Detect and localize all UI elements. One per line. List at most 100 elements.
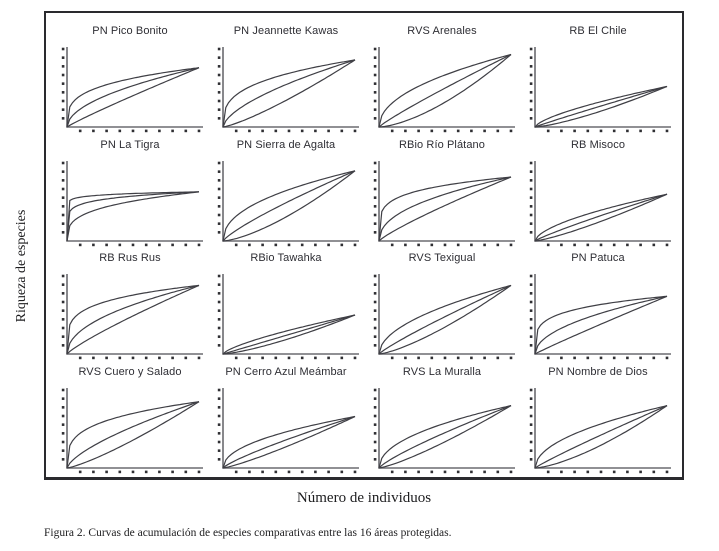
x-axis-tick bbox=[546, 470, 550, 473]
subplot-cuero-y-salado: RVS Cuero y Salado bbox=[52, 362, 208, 476]
y-axis-tick bbox=[373, 169, 377, 173]
subplot-plot bbox=[61, 387, 203, 473]
y-axis-tick bbox=[61, 47, 65, 51]
curve-upper bbox=[534, 404, 668, 468]
y-axis-tick bbox=[61, 448, 65, 452]
x-axis-tick bbox=[456, 470, 460, 473]
x-axis-tick bbox=[586, 129, 590, 133]
x-axis-tick bbox=[314, 470, 317, 473]
y-axis-tick bbox=[373, 292, 377, 295]
y-axis-tick bbox=[373, 422, 377, 426]
x-axis-tick bbox=[586, 243, 590, 246]
y-axis-tick bbox=[61, 388, 65, 391]
x-axis-tick bbox=[274, 470, 278, 473]
x-axis-tick bbox=[261, 129, 264, 133]
x-axis-tick bbox=[404, 470, 407, 473]
x-axis-tick bbox=[560, 470, 563, 473]
x-axis-tick bbox=[560, 129, 563, 133]
y-axis-tick bbox=[373, 161, 377, 164]
subplot-title: PN Pico Bonito bbox=[92, 25, 168, 37]
curve-lower bbox=[378, 54, 512, 128]
x-axis-tick bbox=[248, 470, 251, 473]
x-axis-tick bbox=[261, 356, 264, 360]
y-axis-tick bbox=[529, 230, 533, 234]
curve-upper bbox=[378, 53, 512, 128]
x-axis-tick bbox=[573, 243, 576, 246]
curve-lower bbox=[66, 190, 200, 241]
y-axis-tick bbox=[61, 344, 65, 347]
x-axis-tick bbox=[314, 356, 317, 360]
curve-mean bbox=[534, 404, 668, 469]
curve-lower bbox=[534, 404, 668, 469]
y-axis-tick bbox=[373, 283, 377, 286]
subplot-axes bbox=[222, 47, 359, 128]
x-axis-tick bbox=[496, 243, 500, 246]
curve-lower bbox=[222, 59, 356, 128]
x-axis-label: Número de individuos bbox=[296, 490, 432, 506]
x-axis-tick bbox=[274, 243, 278, 246]
y-axis-tick bbox=[373, 195, 377, 199]
y-axis-tick bbox=[373, 204, 377, 208]
x-axis-tick bbox=[92, 470, 95, 473]
curve-lower bbox=[534, 295, 668, 355]
x-axis-tick bbox=[456, 356, 460, 360]
y-axis-tick bbox=[373, 99, 377, 103]
y-axis-tick bbox=[529, 195, 533, 199]
x-axis-tick bbox=[314, 243, 317, 246]
y-axis-tick bbox=[373, 344, 377, 347]
y-axis-tick bbox=[529, 65, 533, 68]
y-axis-tick bbox=[529, 396, 533, 400]
x-axis-tick bbox=[626, 243, 629, 246]
x-axis-tick bbox=[144, 356, 148, 360]
y-axis-tick bbox=[529, 204, 533, 208]
x-axis-tick bbox=[390, 356, 394, 360]
curve-upper bbox=[378, 175, 512, 241]
x-axis-tick bbox=[287, 470, 291, 473]
curve-upper bbox=[222, 415, 356, 468]
x-axis-tick bbox=[390, 129, 394, 133]
y-axis-tick bbox=[373, 414, 377, 417]
x-axis-tick bbox=[248, 356, 251, 360]
subplot-jeannette-kawas: PN Jeannette Kawas bbox=[208, 21, 364, 135]
x-axis-tick bbox=[470, 356, 473, 360]
y-axis-tick bbox=[61, 65, 65, 68]
x-axis-tick bbox=[184, 129, 188, 133]
figure-caption: Figura 2. Curvas de acumulación de espec… bbox=[44, 527, 452, 539]
subplot-tawahka: RBio Tawahka bbox=[208, 248, 364, 362]
y-axis-tick bbox=[217, 108, 221, 111]
y-axis-tick bbox=[217, 178, 221, 182]
y-axis-tick bbox=[217, 47, 221, 51]
subplot-plot bbox=[529, 47, 671, 133]
y-axis-tick bbox=[217, 335, 221, 338]
x-axis-tick bbox=[327, 243, 330, 246]
y-axis-tick bbox=[61, 187, 65, 190]
x-axis-tick bbox=[92, 243, 95, 246]
curve-mean bbox=[66, 284, 200, 355]
x-axis-tick bbox=[639, 243, 642, 246]
subplot-pico-bonito: PN Pico Bonito bbox=[52, 21, 208, 135]
subplot-el-chile: RB El Chile bbox=[520, 21, 676, 135]
subplot-nombre-de-dios: PN Nombre de Dios bbox=[520, 362, 676, 476]
curve-lower bbox=[378, 404, 512, 469]
subplot-title: PN Sierra de Agalta bbox=[236, 138, 336, 151]
y-axis-tick bbox=[529, 221, 533, 225]
x-axis-tick bbox=[509, 356, 513, 360]
curve-upper bbox=[222, 169, 356, 241]
curve-upper bbox=[222, 59, 356, 128]
y-axis-tick bbox=[373, 300, 377, 304]
curve-mean bbox=[222, 59, 356, 128]
subplot-axes bbox=[378, 387, 515, 469]
subplot-arenales: RVS Arenales bbox=[364, 21, 520, 135]
x-axis-tick bbox=[197, 470, 201, 473]
y-axis-tick bbox=[61, 274, 65, 278]
y-axis-tick bbox=[373, 230, 377, 234]
subplot-title: RBio Tawahka bbox=[250, 252, 322, 264]
x-axis-tick bbox=[612, 470, 616, 473]
subplot-title: RB Misoco bbox=[570, 138, 626, 151]
x-axis-tick bbox=[417, 243, 420, 246]
subplot-plot bbox=[61, 160, 203, 246]
curve-mean bbox=[66, 190, 200, 241]
curve-upper bbox=[66, 284, 200, 355]
subplot-plot bbox=[529, 274, 671, 360]
